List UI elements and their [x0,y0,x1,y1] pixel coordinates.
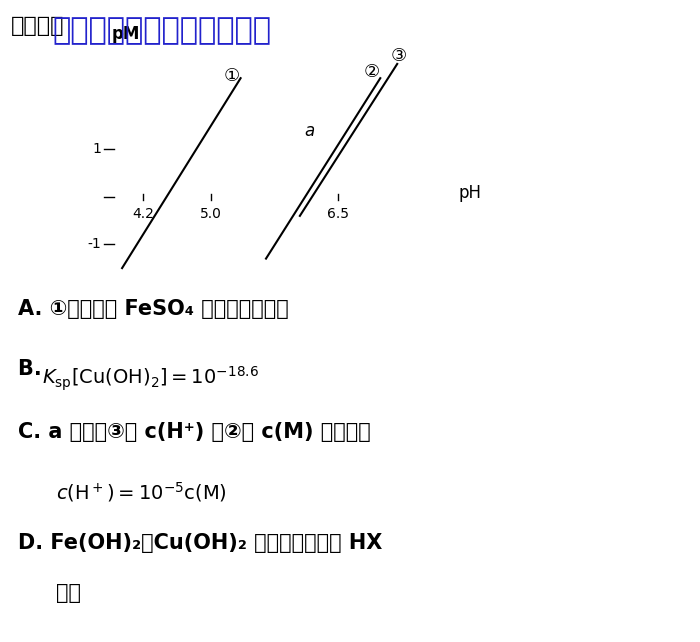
Text: ②: ② [364,62,380,80]
Text: A. ①代表滴定 FeSO₄ 溶液的变化关系: A. ①代表滴定 FeSO₄ 溶液的变化关系 [18,299,288,318]
Text: D. Fe(OH)₂、Cu(OH)₂ 固体均易溶解于 HX: D. Fe(OH)₂、Cu(OH)₂ 固体均易溶解于 HX [18,533,382,553]
Text: B.: B. [18,359,48,379]
Text: 溶液: 溶液 [56,583,81,603]
Text: 4.2: 4.2 [132,207,154,221]
Text: ③: ③ [391,47,407,65]
Text: 6.5: 6.5 [327,207,349,221]
Text: -1: -1 [88,238,101,252]
Text: pM: pM [112,24,140,42]
Text: 正确的是: 正确的是 [10,16,64,36]
Text: a: a [304,122,314,140]
Text: 微信公众号关注：趣找答案: 微信公众号关注：趣找答案 [52,16,272,45]
Text: pH: pH [458,184,481,202]
Text: 1: 1 [92,143,101,157]
Text: $K_{\rm sp}[\rm Cu(OH)_2]=10^{-18.6}$: $K_{\rm sp}[\rm Cu(OH)_2]=10^{-18.6}$ [42,364,259,393]
Text: 5.0: 5.0 [200,207,222,221]
Text: $c(\rm H^+)=10^{-5}c(\rm M)$: $c(\rm H^+)=10^{-5}c(\rm M)$ [56,480,227,504]
Text: ①: ① [224,67,240,85]
Text: C. a 点时，③中 c(H⁺) 与②中 c(M) 的关系为: C. a 点时，③中 c(H⁺) 与②中 c(M) 的关系为 [18,422,370,442]
